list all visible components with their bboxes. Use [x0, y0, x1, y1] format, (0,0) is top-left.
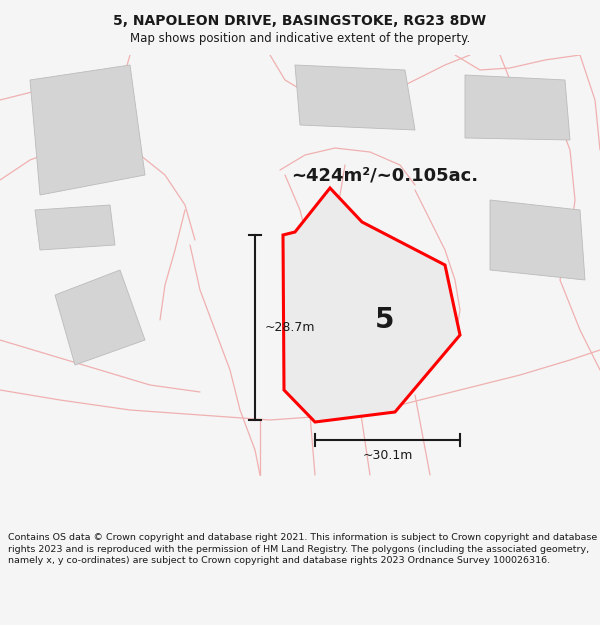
Text: Map shows position and indicative extent of the property.: Map shows position and indicative extent… [130, 32, 470, 45]
Text: ~424m²/~0.105ac.: ~424m²/~0.105ac. [292, 166, 479, 184]
Polygon shape [295, 65, 415, 130]
Text: ~28.7m: ~28.7m [265, 321, 316, 334]
Polygon shape [490, 200, 585, 280]
Polygon shape [305, 260, 400, 360]
Text: 5, NAPOLEON DRIVE, BASINGSTOKE, RG23 8DW: 5, NAPOLEON DRIVE, BASINGSTOKE, RG23 8DW [113, 14, 487, 28]
Text: 5: 5 [375, 306, 395, 334]
Polygon shape [55, 270, 145, 365]
Polygon shape [283, 188, 460, 422]
Polygon shape [35, 205, 115, 250]
Polygon shape [30, 65, 145, 195]
Text: Contains OS data © Crown copyright and database right 2021. This information is : Contains OS data © Crown copyright and d… [8, 533, 597, 566]
Text: ~30.1m: ~30.1m [362, 449, 413, 462]
Polygon shape [465, 75, 570, 140]
